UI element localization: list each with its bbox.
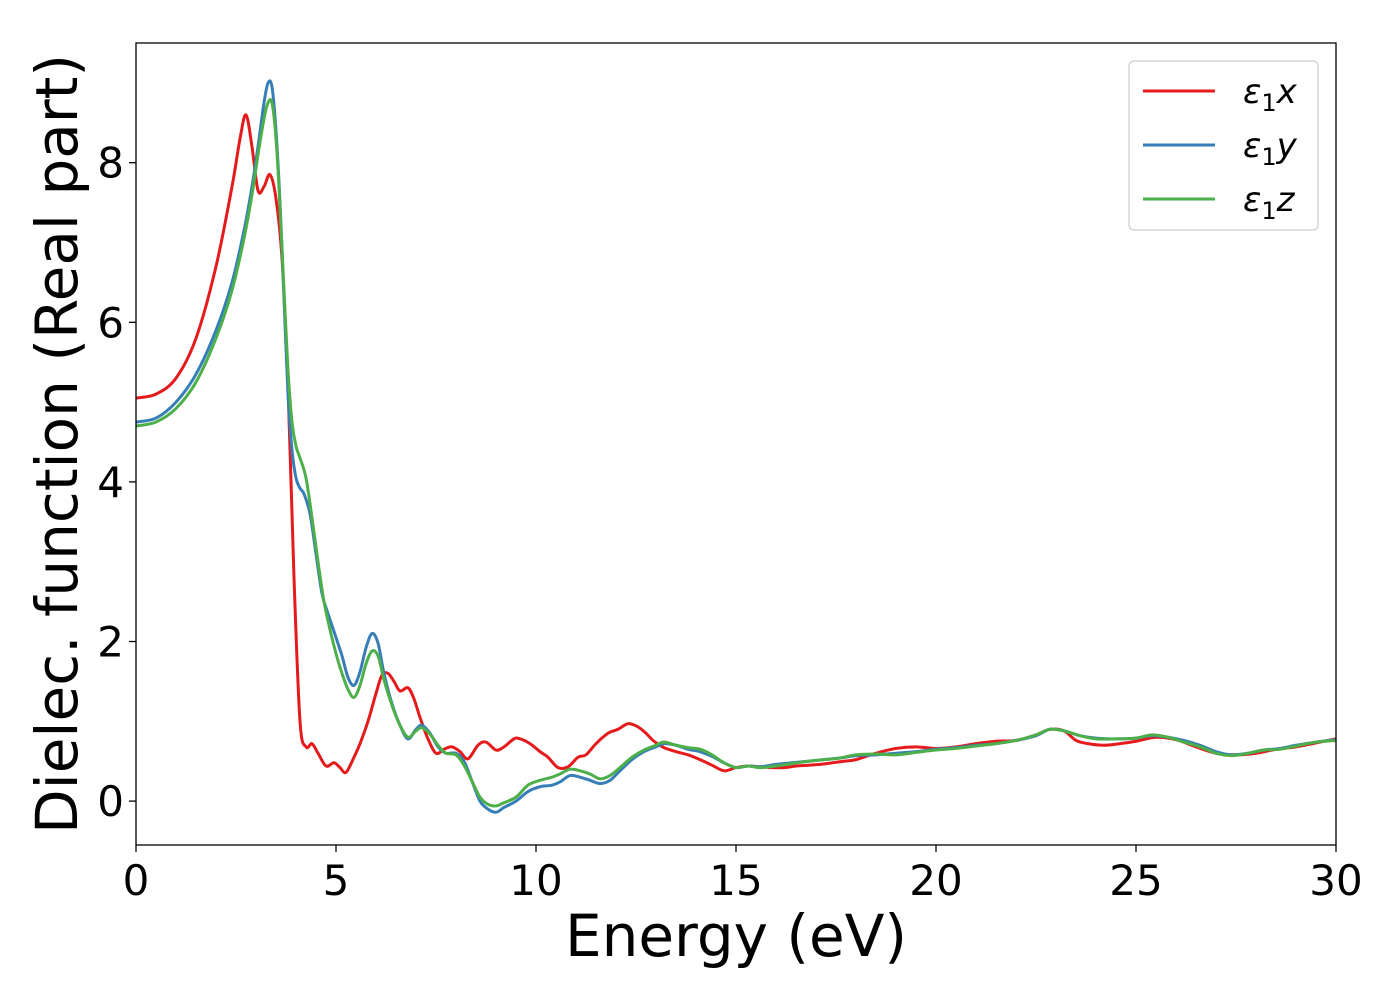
legend-box [1128,60,1319,231]
legend: ε1x ε1y ε1z [1128,60,1319,231]
x-tick-label: 15 [709,856,762,905]
x-tick-label: 20 [909,856,962,905]
legend-label-z: ε1z [1243,180,1296,225]
x-tick-label: 30 [1309,856,1362,905]
x-tick-label: 0 [123,856,150,905]
x-tick-label: 25 [1109,856,1162,905]
y-axis-label: Dielec. function (Real part) [23,54,91,834]
x-axis-ticks: 0 5 10 15 20 25 30 [123,845,1363,905]
y-tick-label: 4 [97,458,124,507]
legend-label-y: ε1y [1243,126,1298,171]
legend-label-x: ε1x [1243,72,1298,117]
y-tick-label: 8 [97,139,124,188]
x-tick-label: 5 [323,856,350,905]
x-tick-label: 10 [509,856,562,905]
y-tick-label: 0 [97,777,124,826]
y-tick-label: 2 [97,618,124,667]
series-line-z [136,98,1336,808]
y-axis-ticks: 0 2 4 6 8 [97,139,136,826]
y-tick-label: 6 [97,298,124,347]
series-layer [136,79,1336,814]
x-axis-label: Energy (eV) [565,902,907,970]
